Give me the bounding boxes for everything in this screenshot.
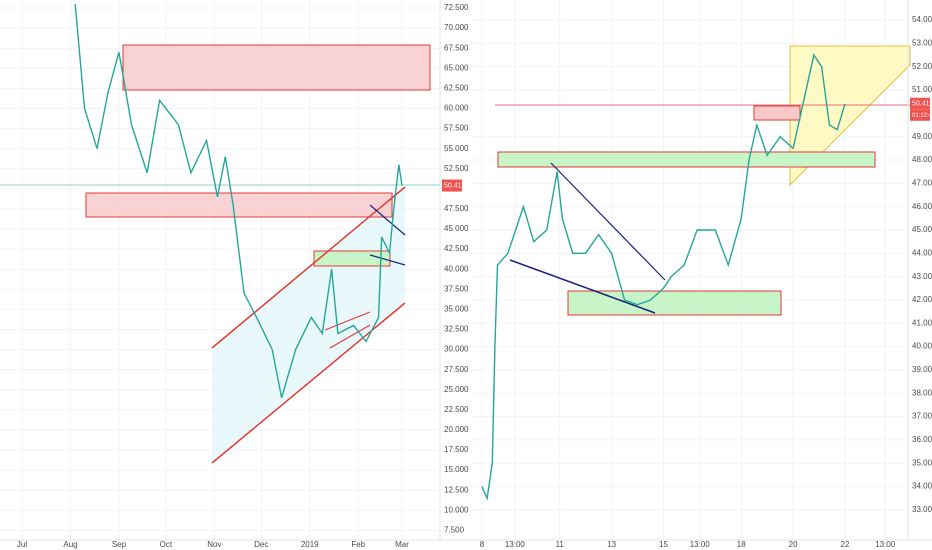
y-tick-label: 41.000 bbox=[912, 318, 932, 327]
y-tick-label: 34.000 bbox=[912, 482, 932, 491]
x-tick-label: 13 bbox=[607, 540, 616, 549]
resistance-zone bbox=[85, 192, 393, 218]
trend-line bbox=[550, 162, 666, 281]
y-tick-label: 51.000 bbox=[912, 85, 932, 94]
resistance-zone bbox=[122, 44, 431, 91]
x-tick-label: 8 bbox=[480, 540, 485, 549]
x-tick-label: 18 bbox=[737, 540, 746, 549]
x-tick-label: 2019 bbox=[301, 540, 319, 549]
y-tick-label: 43.000 bbox=[912, 272, 932, 281]
support-zone bbox=[567, 290, 782, 316]
x-tick-label: Oct bbox=[160, 540, 173, 549]
price-tag-label: 50.411 bbox=[444, 182, 465, 189]
x-tick-label: 13:00 bbox=[690, 540, 711, 549]
support-zone bbox=[497, 151, 876, 168]
y-tick-label: 47.000 bbox=[912, 178, 932, 187]
y-tick-label: 35.000 bbox=[912, 458, 932, 467]
trend-line bbox=[369, 204, 406, 236]
x-tick-label: Aug bbox=[63, 540, 77, 549]
y-tick-label: 40.000 bbox=[444, 264, 469, 273]
y-tick-label: 37.500 bbox=[444, 284, 469, 293]
triangle-zone bbox=[789, 45, 911, 187]
y-tick-label: 7.500 bbox=[444, 525, 465, 534]
y-tick-label: 15.000 bbox=[444, 465, 469, 474]
y-tick-label: 17.500 bbox=[444, 445, 469, 454]
y-tick-label: 55.000 bbox=[444, 144, 469, 153]
y-tick-label: 57.500 bbox=[444, 124, 469, 133]
y-tick-label: 67.500 bbox=[444, 43, 469, 52]
y-tick-label: 48.000 bbox=[912, 155, 932, 164]
y-tick-label: 52.500 bbox=[444, 164, 469, 173]
y-tick-label: 62.500 bbox=[444, 84, 469, 93]
flag-line bbox=[329, 324, 371, 349]
y-tick-label: 60.000 bbox=[444, 104, 469, 113]
x-tick-label: 13:00 bbox=[875, 540, 896, 549]
x-tick-label: 11 bbox=[556, 540, 565, 549]
y-tick-label: 37.000 bbox=[912, 412, 932, 421]
y-tick-label: 12.500 bbox=[444, 485, 469, 494]
y-tick-label: 54.000 bbox=[912, 15, 932, 24]
y-tick-label: 25.000 bbox=[444, 385, 469, 394]
x-tick-label: Mar bbox=[395, 540, 409, 549]
channel-fill bbox=[212, 187, 405, 463]
countdown-tag bbox=[910, 109, 930, 121]
y-tick-label: 70.000 bbox=[444, 23, 469, 32]
y-tick-label: 49.000 bbox=[912, 132, 932, 141]
price-line-series bbox=[481, 53, 846, 501]
y-tick-label: 65.000 bbox=[444, 63, 469, 72]
y-tick-label: 22.500 bbox=[444, 405, 469, 414]
y-tick-label: 52.000 bbox=[912, 62, 932, 71]
x-tick-label: Nov bbox=[207, 540, 221, 549]
y-tick-label: 39.000 bbox=[912, 365, 932, 374]
y-tick-label: 40.000 bbox=[912, 342, 932, 351]
y-tick-label: 33.000 bbox=[912, 505, 932, 514]
y-tick-label: 30.000 bbox=[444, 345, 469, 354]
y-tick-label: 42.500 bbox=[444, 244, 469, 253]
y-tick-label: 36.000 bbox=[912, 435, 932, 444]
y-tick-label: 42.000 bbox=[912, 295, 932, 304]
channel-line bbox=[211, 186, 406, 349]
x-tick-label: 15 bbox=[659, 540, 668, 549]
y-tick-label: 38.000 bbox=[912, 388, 932, 397]
y-tick-label: 44.000 bbox=[912, 248, 932, 257]
countdown-label: 01:12:45 bbox=[912, 113, 932, 119]
x-tick-label: Dec bbox=[254, 540, 268, 549]
y-tick-label: 10.000 bbox=[444, 505, 469, 514]
y-tick-label: 27.500 bbox=[444, 365, 469, 374]
y-tick-label: 32.500 bbox=[444, 325, 469, 334]
trend-line bbox=[369, 254, 406, 266]
price-tag bbox=[442, 179, 462, 192]
resistance-zone bbox=[753, 105, 801, 121]
y-tick-label: 45.000 bbox=[444, 224, 469, 233]
price-line-series bbox=[74, 3, 403, 398]
x-tick-label: 20 bbox=[789, 540, 798, 549]
y-tick-label: 72.500 bbox=[444, 3, 469, 12]
price-tag-label: 50.411 bbox=[912, 101, 932, 108]
x-tick-label: Sep bbox=[112, 540, 127, 549]
x-tick-label: Jul bbox=[17, 540, 27, 549]
x-tick-label: 13:00 bbox=[505, 540, 526, 549]
price-tag bbox=[910, 97, 930, 110]
y-tick-label: 35.000 bbox=[444, 304, 469, 313]
x-tick-label: 22 bbox=[841, 540, 850, 549]
y-tick-label: 46.000 bbox=[912, 202, 932, 211]
flag-line bbox=[324, 311, 371, 331]
y-tick-label: 53.000 bbox=[912, 38, 932, 47]
y-tick-label: 20.000 bbox=[444, 425, 469, 434]
trend-line bbox=[509, 259, 656, 314]
y-tick-label: 45.000 bbox=[912, 225, 932, 234]
y-tick-label: 47.500 bbox=[444, 204, 469, 213]
x-tick-label: Feb bbox=[351, 540, 365, 549]
